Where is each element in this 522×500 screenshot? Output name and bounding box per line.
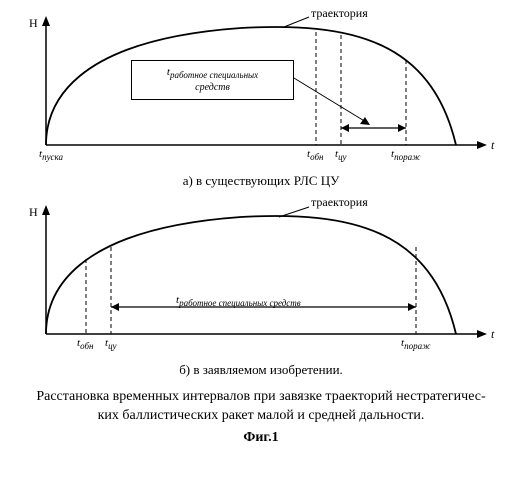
trajectory-label-b: траектория xyxy=(311,195,368,210)
box-label-a: tработное специальных средств xyxy=(131,60,294,100)
panel-b: H t траектория tработное специальных сре… xyxy=(11,199,511,354)
panel-b-svg xyxy=(11,199,511,354)
tick-cu-a: tцу xyxy=(335,148,346,162)
tick-cu-b: tцу xyxy=(105,337,116,351)
tick-porazh-b: tпораж xyxy=(401,337,430,351)
axis-y-label-b: H xyxy=(29,205,38,220)
tick-pusk: tпуска xyxy=(39,148,63,162)
trajectory-label-a: траектория xyxy=(311,6,368,21)
caption-a: а) в существующих РЛС ЦУ xyxy=(10,173,512,189)
main-caption: Расстановка временных интервалов при зав… xyxy=(20,388,502,426)
axis-x-label: t xyxy=(491,138,494,153)
panel-a: H t траектория tработное специальных сре… xyxy=(11,10,511,165)
figure-label: Фиг.1 xyxy=(10,430,512,446)
tick-obn-b: tобн xyxy=(77,337,93,351)
caption-b: б) в заявляемом изобретении. xyxy=(10,362,512,378)
interval-label-b: tработное специальных средств xyxy=(176,294,301,308)
axis-y-label: H xyxy=(29,16,38,31)
axis-x-label-b: t xyxy=(491,327,494,342)
tick-obn-a: tобн xyxy=(307,148,323,162)
tick-porazh-a: tпораж xyxy=(391,148,420,162)
